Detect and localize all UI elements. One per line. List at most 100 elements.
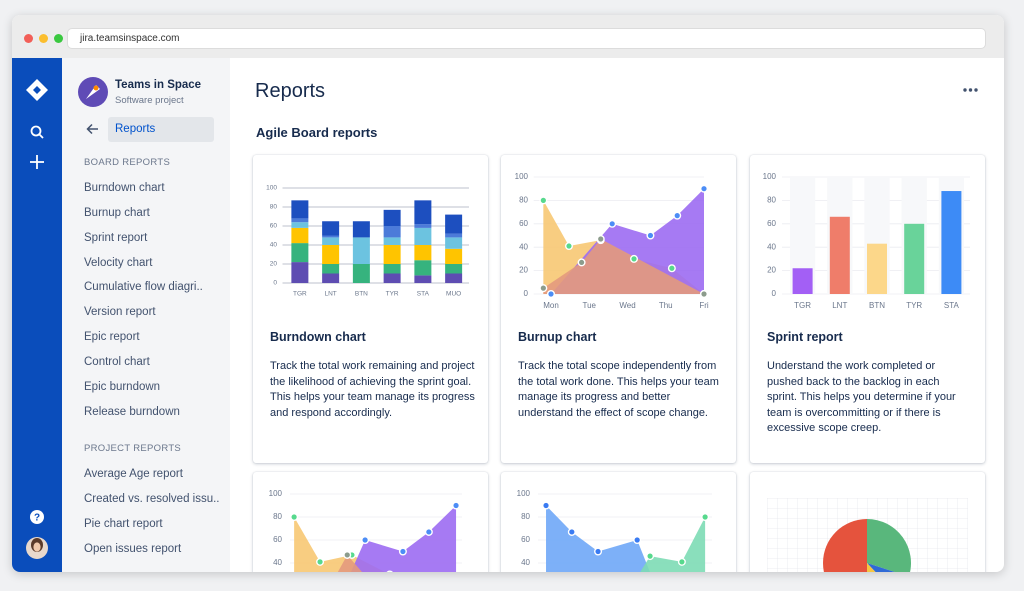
- y-tick-label: 60: [270, 223, 278, 230]
- help-icon[interactable]: ?: [30, 510, 44, 524]
- search-icon[interactable]: [30, 125, 44, 139]
- address-bar[interactable]: jira.teamsinspace.com: [68, 29, 985, 48]
- browser-window: jira.teamsinspace.com ? Teams in Space S…: [12, 15, 1004, 572]
- sidebar-link[interactable]: Average Age report: [84, 468, 183, 480]
- x-tick-label: TYR: [386, 291, 399, 298]
- bar-segment: [291, 227, 309, 244]
- point-marker: [633, 536, 642, 545]
- sidebar-link[interactable]: Sprint report: [84, 231, 148, 244]
- more-actions[interactable]: [962, 86, 980, 94]
- y-tick-label: 60: [519, 219, 528, 228]
- point-marker: [547, 290, 556, 299]
- area: [546, 505, 650, 572]
- y-tick-label: 100: [517, 489, 531, 498]
- x-tick-label: STA: [417, 291, 430, 298]
- svg-text:?: ?: [34, 513, 40, 524]
- bar-segment: [352, 264, 370, 283]
- card-title: Burnup chart: [518, 330, 597, 344]
- card-description: Track the total scope independently from…: [518, 360, 719, 419]
- x-tick-label: STA: [944, 301, 960, 310]
- sidebar-link[interactable]: Epic report: [84, 331, 140, 344]
- minimize-button[interactable]: [39, 34, 48, 43]
- zoom-button[interactable]: [54, 34, 63, 43]
- point-marker: [361, 536, 370, 545]
- bar-segment: [383, 226, 401, 238]
- sidebar-link[interactable]: Burndown chart: [84, 182, 165, 194]
- x-tick-label: Wed: [619, 301, 635, 310]
- bar-segment: [383, 264, 401, 274]
- y-tick-label: 80: [270, 204, 278, 211]
- project-name: Teams in Space: [115, 79, 202, 91]
- y-tick-label: 0: [524, 289, 529, 298]
- y-tick-label: 40: [519, 242, 528, 251]
- bar-segment: [291, 200, 309, 219]
- sidebar-link[interactable]: Burnup chart: [84, 206, 150, 219]
- bar-segment: [352, 221, 370, 238]
- bar-segment: [291, 262, 309, 283]
- point-marker: [539, 284, 548, 293]
- bar-segment: [445, 273, 463, 283]
- x-tick-label: TGR: [794, 301, 811, 310]
- y-tick-label: 40: [521, 558, 530, 567]
- point-marker: [608, 219, 617, 228]
- project-sidebar: [62, 58, 230, 572]
- bar-segment: [414, 275, 432, 283]
- sidebar-link[interactable]: Velocity chart: [84, 256, 153, 269]
- x-tick-label: LNT: [832, 301, 847, 310]
- y-tick-label: 40: [767, 242, 776, 251]
- sidebar-link[interactable]: Control chart: [84, 355, 150, 368]
- area: [294, 517, 385, 572]
- point-marker: [700, 290, 709, 299]
- bar: [867, 243, 887, 294]
- sidebar-link[interactable]: Version report: [84, 306, 156, 319]
- area: [543, 239, 704, 294]
- sidebar-link[interactable]: Release burndown: [84, 405, 180, 418]
- sidebar-link[interactable]: Pie chart report: [84, 517, 163, 530]
- bar-segment: [291, 243, 309, 263]
- point-marker: [667, 264, 676, 273]
- x-tick-label: BTN: [355, 291, 368, 298]
- y-tick-label: 80: [521, 512, 530, 521]
- bar-segment: [414, 200, 432, 225]
- bar: [792, 268, 813, 294]
- y-tick-label: 60: [273, 535, 282, 544]
- nav-icons: ?: [26, 79, 48, 559]
- bar-segment: [414, 245, 432, 261]
- y-tick-label: 80: [767, 196, 776, 205]
- point-marker: [700, 184, 709, 193]
- point-marker: [701, 513, 710, 522]
- pie-slice: [867, 519, 911, 572]
- bar-segment: [414, 260, 432, 276]
- point-marker: [398, 547, 407, 556]
- bar-segment: [445, 233, 463, 238]
- charts: 0 20 40 60 80 100 TGR LNT BTN TYR STA MUO 0 20 40 60 80 1…: [266, 172, 970, 572]
- point-marker: [290, 513, 299, 522]
- back-link[interactable]: Reports: [115, 123, 156, 135]
- sidebar-link[interactable]: Open issues report: [84, 542, 182, 555]
- card-title: Sprint report: [767, 330, 843, 344]
- sidebar-link[interactable]: Cumulative flow diagri..: [84, 281, 203, 294]
- point-marker: [386, 570, 393, 572]
- user-avatar[interactable]: [26, 537, 48, 559]
- project-type: Software project: [115, 95, 184, 106]
- close-button[interactable]: [24, 34, 33, 43]
- back-arrow[interactable]: [86, 123, 100, 135]
- point-marker: [673, 211, 682, 220]
- page-title: Reports: [255, 80, 326, 102]
- sidebar-link[interactable]: Epic burndown: [84, 380, 161, 393]
- bar-segment: [291, 218, 309, 223]
- create-icon[interactable]: [30, 155, 44, 169]
- bar-segment: [322, 221, 340, 236]
- global-nav: [12, 58, 62, 572]
- y-tick-label: 20: [767, 266, 776, 275]
- bar-segment: [383, 209, 401, 226]
- section-heading: PROJECT REPORTS: [84, 443, 182, 454]
- bar-segment: [445, 264, 463, 274]
- section-heading: BOARD REPORTS: [84, 157, 171, 168]
- jira-logo[interactable]: [26, 79, 48, 101]
- bar: [829, 216, 850, 294]
- sidebar-link[interactable]: Created vs. resolved issu..: [84, 492, 220, 505]
- card-description: Track the total work remaining and proje…: [270, 360, 475, 419]
- url-text: jira.teamsinspace.com: [80, 33, 180, 44]
